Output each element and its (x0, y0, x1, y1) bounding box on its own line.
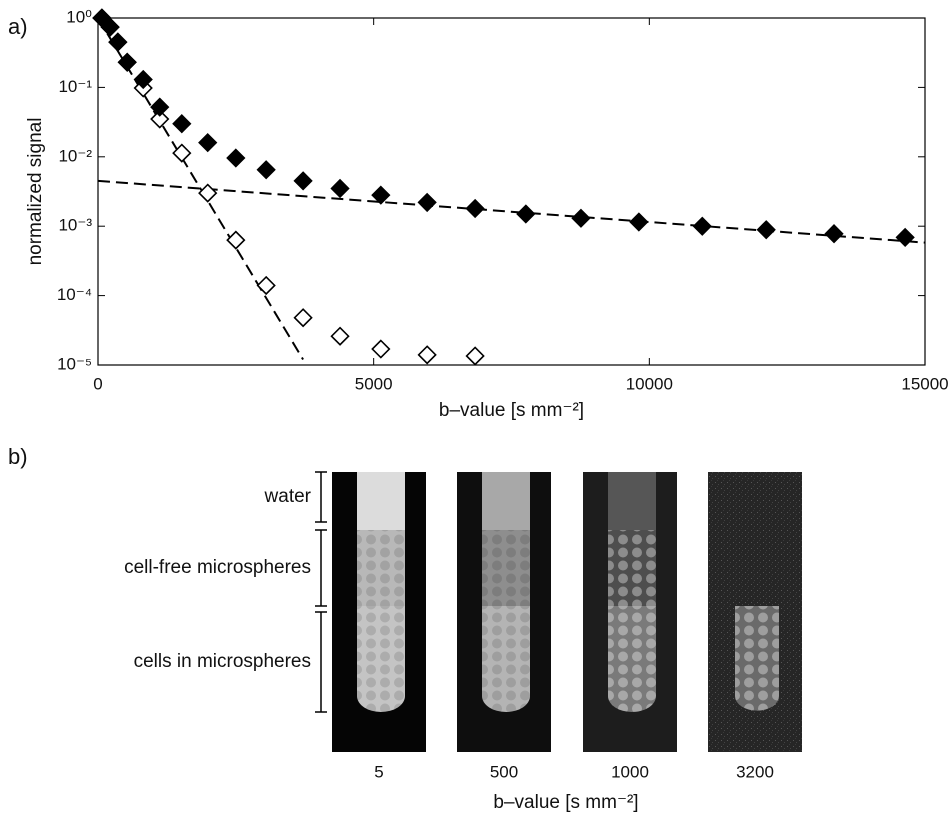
x-axis-label: b–value [s mm⁻²] (493, 792, 638, 813)
open-diamond (256, 275, 276, 296)
open-diamond (330, 326, 350, 346)
filled-diamond (256, 160, 276, 180)
open-diamond (465, 346, 485, 366)
free-beads (608, 530, 656, 606)
filled-diamond (895, 227, 915, 248)
open-diamond (417, 345, 437, 365)
water-region (608, 472, 656, 530)
filled-diamond (108, 32, 128, 52)
x-tick-label: 0 (93, 374, 102, 393)
b-value-label: 3200 (736, 762, 774, 781)
cells-beads (482, 606, 530, 712)
free-beads (357, 530, 405, 606)
filled-diamond (117, 52, 137, 72)
filled-diamond (629, 212, 649, 232)
region-label: cell-free microspheres (124, 557, 311, 578)
cells-beads (735, 606, 779, 711)
plot-area (98, 18, 925, 361)
filled-diamond (516, 204, 536, 224)
y-tick-label: 10⁻² (58, 146, 92, 165)
x-tick-label: 15000 (901, 374, 948, 393)
cells-beads (357, 606, 405, 712)
cells-beads (608, 606, 656, 712)
filled-diamond (293, 171, 313, 191)
filled-diamond (198, 133, 218, 153)
y-tick-label: 10⁰ (66, 7, 92, 26)
filled-diamond (226, 148, 246, 168)
open-diamond (198, 183, 218, 203)
x-tick-label: 5000 (355, 374, 393, 393)
region-label: water (264, 486, 312, 507)
x-axis-label: b–value [s mm⁻²] (439, 400, 584, 421)
open-diamond (150, 109, 170, 129)
open-diamond (371, 339, 391, 359)
filled-diamond (172, 114, 192, 134)
y-tick-label: 10⁻³ (58, 216, 92, 235)
x-tick-label: 10000 (626, 374, 673, 393)
panel-label: b) (8, 444, 28, 469)
y-tick-label: 10⁻⁵ (57, 354, 92, 373)
filled-diamond (330, 178, 350, 199)
fit-line (98, 179, 925, 244)
filled-diamond (824, 224, 844, 244)
b-value-label: 1000 (611, 762, 649, 781)
filled-diamond (692, 216, 712, 236)
y-axis-label: normalized signal (25, 118, 46, 266)
free-beads (482, 530, 530, 606)
water-region (357, 472, 405, 530)
b-value-label: 500 (490, 762, 518, 781)
filled-diamond (100, 17, 120, 37)
filled-diamond (150, 97, 170, 117)
open-diamond (172, 143, 192, 163)
panel-label: a) (8, 14, 28, 39)
filled-diamond (465, 198, 485, 219)
filled-diamond (417, 192, 437, 213)
y-tick-label: 10⁻¹ (58, 77, 92, 96)
open-diamond (293, 308, 313, 328)
filled-diamond (571, 208, 591, 228)
open-diamond (226, 230, 246, 250)
b-value-label: 5 (374, 762, 383, 781)
plot-frame (97, 17, 926, 366)
y-tick-label: 10⁻⁴ (57, 285, 92, 304)
filled-diamond (133, 69, 153, 90)
filled-diamond (756, 220, 776, 240)
region-label: cells in microspheres (134, 651, 311, 672)
fit-line (98, 18, 304, 361)
water-region (482, 472, 530, 530)
filled-diamond (371, 185, 391, 205)
